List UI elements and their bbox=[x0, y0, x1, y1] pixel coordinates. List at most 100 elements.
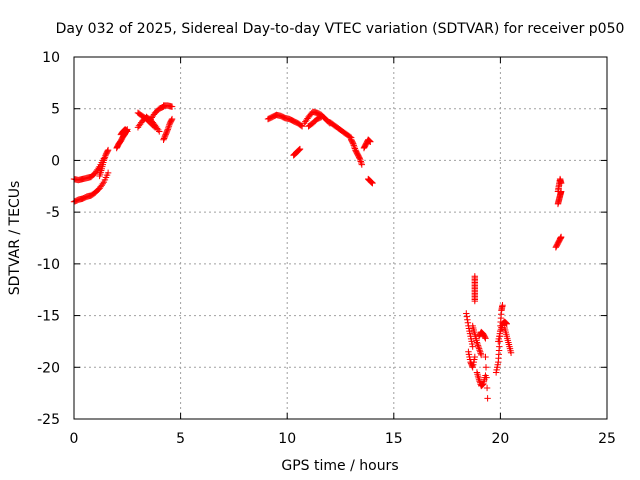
data-point bbox=[499, 302, 506, 309]
y-tick-label: 0 bbox=[51, 153, 60, 169]
data-point bbox=[168, 115, 176, 123]
x-tick-label: 15 bbox=[385, 431, 403, 447]
x-tick-label: 20 bbox=[491, 431, 509, 447]
data-point bbox=[104, 146, 112, 154]
x-tick-label: 10 bbox=[278, 431, 296, 447]
data-point bbox=[367, 138, 374, 146]
data-point bbox=[368, 179, 376, 186]
y-tick-label: -5 bbox=[46, 205, 60, 221]
data-point bbox=[296, 146, 303, 153]
data-point bbox=[168, 116, 175, 124]
data-point bbox=[123, 127, 130, 135]
y-tick-label: -10 bbox=[37, 257, 60, 273]
data-point bbox=[318, 113, 325, 121]
data-point bbox=[358, 161, 366, 168]
data-point bbox=[122, 126, 129, 134]
data-point bbox=[124, 128, 131, 135]
x-tick-label: 0 bbox=[70, 431, 79, 447]
ticks bbox=[73, 56, 608, 420]
data-point bbox=[482, 353, 489, 361]
data-point bbox=[369, 179, 376, 187]
x-axis-label: GPS time / hours bbox=[281, 458, 398, 474]
data-point bbox=[471, 353, 479, 361]
data-point bbox=[368, 178, 375, 186]
data-point bbox=[123, 127, 130, 134]
data-point bbox=[168, 103, 176, 110]
chart-title: Day 032 of 2025, Sidereal Day-to-day VTE… bbox=[56, 21, 625, 37]
y-tick-label: -25 bbox=[37, 412, 60, 428]
data-point bbox=[476, 378, 483, 385]
data-point bbox=[479, 381, 486, 389]
data-point bbox=[151, 124, 159, 131]
data-point bbox=[101, 154, 109, 161]
data-point bbox=[468, 362, 476, 370]
data-point bbox=[483, 384, 491, 392]
data-point bbox=[475, 345, 483, 352]
data-point bbox=[365, 137, 372, 144]
y-tick-label: 10 bbox=[42, 50, 60, 66]
data-point bbox=[150, 123, 158, 130]
data-point bbox=[346, 133, 354, 141]
data-point bbox=[463, 310, 470, 317]
data-point bbox=[477, 350, 484, 357]
data-point bbox=[164, 126, 172, 133]
data-point bbox=[366, 138, 374, 145]
data-point bbox=[469, 343, 476, 350]
data-point bbox=[351, 143, 358, 151]
data-point bbox=[484, 395, 491, 402]
data-point bbox=[317, 114, 324, 121]
data-point bbox=[473, 339, 481, 346]
data-point bbox=[296, 145, 304, 153]
data-point bbox=[483, 374, 490, 381]
data-point bbox=[104, 169, 112, 177]
data-point bbox=[557, 233, 565, 241]
data-point bbox=[501, 319, 509, 326]
data-point bbox=[478, 351, 485, 359]
data-point bbox=[295, 146, 303, 154]
data-point bbox=[557, 179, 565, 187]
data-point bbox=[165, 123, 173, 130]
data-point bbox=[476, 347, 483, 354]
data-point bbox=[502, 319, 509, 327]
data-point bbox=[464, 319, 472, 327]
data-points bbox=[70, 102, 565, 402]
x-tick-label: 25 bbox=[598, 431, 616, 447]
data-point bbox=[503, 320, 510, 328]
y-axis-label: SDTVAR / TECUs bbox=[7, 181, 23, 296]
data-point bbox=[463, 313, 471, 320]
data-point bbox=[104, 147, 111, 155]
data-point bbox=[165, 124, 172, 132]
data-point bbox=[478, 382, 485, 389]
y-tick-label: -20 bbox=[37, 360, 60, 376]
data-point bbox=[101, 155, 108, 163]
data-point bbox=[100, 157, 108, 164]
y-tick-label: -15 bbox=[37, 309, 60, 325]
data-point bbox=[356, 155, 363, 162]
data-point bbox=[357, 156, 364, 164]
tick-labels: 0 5 10 15 20 25 -25 -20 -15 -10 -5 0 5 10 bbox=[37, 50, 616, 447]
data-point bbox=[357, 158, 364, 165]
data-point bbox=[295, 147, 302, 154]
data-point bbox=[503, 320, 510, 327]
data-point bbox=[474, 342, 482, 349]
data-point bbox=[507, 349, 515, 357]
plot-frame bbox=[73, 56, 608, 420]
data-point bbox=[482, 364, 490, 371]
data-point bbox=[99, 180, 106, 187]
data-point bbox=[464, 316, 471, 323]
data-point bbox=[481, 334, 489, 341]
data-point bbox=[482, 335, 489, 342]
data-point bbox=[557, 188, 565, 195]
data-point bbox=[156, 128, 163, 135]
y-tick-label: 5 bbox=[51, 102, 60, 118]
data-point bbox=[164, 127, 171, 134]
data-point bbox=[350, 140, 357, 148]
data-point bbox=[350, 142, 358, 149]
data-point bbox=[475, 343, 482, 351]
data-point bbox=[366, 137, 373, 144]
data-point bbox=[358, 159, 365, 167]
data-point bbox=[476, 348, 484, 355]
data-point bbox=[474, 340, 481, 348]
data-point bbox=[471, 297, 479, 305]
